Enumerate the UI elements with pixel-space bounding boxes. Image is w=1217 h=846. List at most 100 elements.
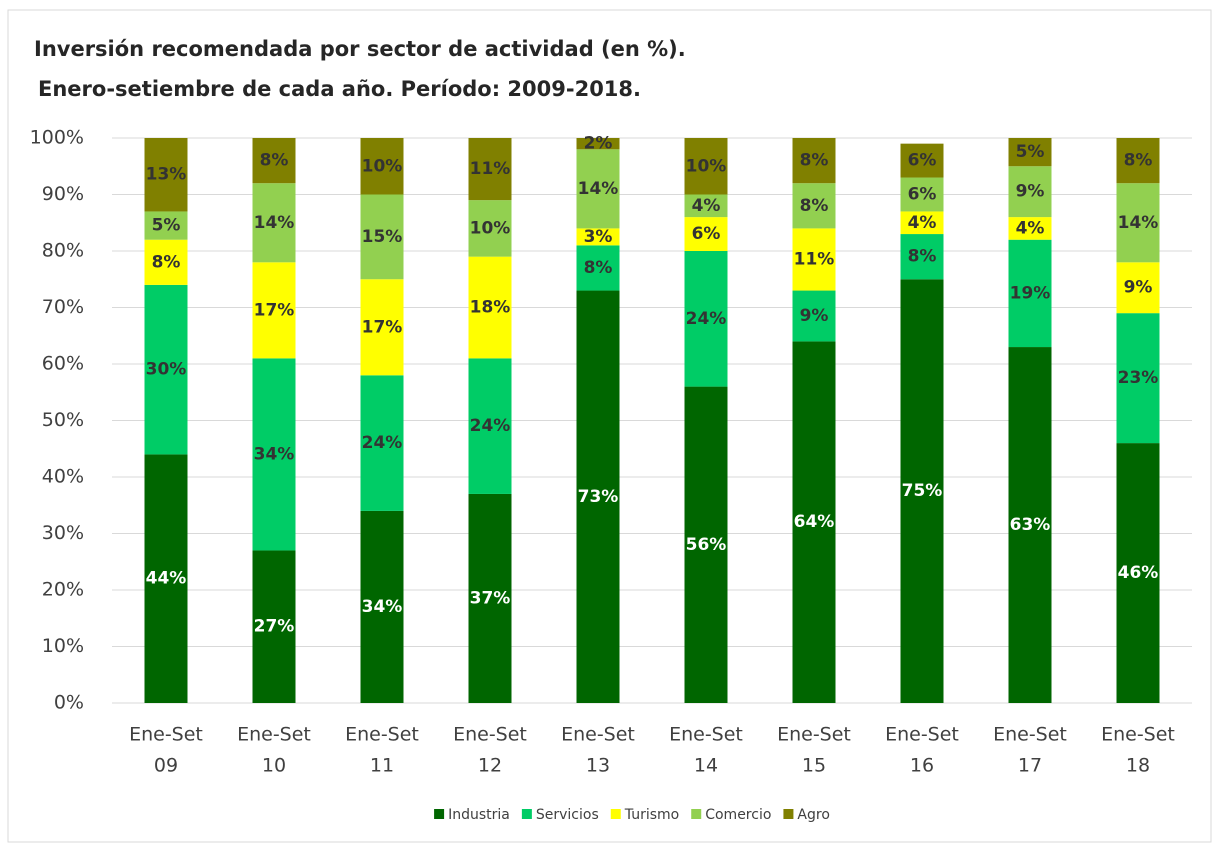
bar-segment <box>684 251 728 387</box>
data-label: 8% <box>152 252 181 272</box>
data-label: 9% <box>1124 278 1153 298</box>
data-label: 2% <box>584 134 613 154</box>
x-tick-label: 15 <box>802 755 826 777</box>
x-tick-label: 12 <box>478 755 502 777</box>
data-label: 27% <box>254 617 295 637</box>
data-label: 10% <box>686 156 727 176</box>
data-label: 24% <box>686 309 727 329</box>
data-label: 4% <box>908 213 937 233</box>
data-label: 5% <box>1016 142 1045 162</box>
y-tick-label: 100% <box>30 127 84 149</box>
data-label: 8% <box>908 247 937 267</box>
data-label: 13% <box>146 165 187 185</box>
x-tick-label: Ene-Set <box>345 724 419 746</box>
data-label: 14% <box>578 179 619 199</box>
bar-segment <box>792 183 836 229</box>
bar-segment <box>144 239 188 285</box>
x-tick-label: Ene-Set <box>885 724 959 746</box>
x-tick-label: Ene-Set <box>669 724 743 746</box>
bar-segment <box>900 234 944 280</box>
bar-segment <box>576 290 620 703</box>
x-tick-label: 16 <box>910 755 934 777</box>
data-label: 11% <box>470 159 511 179</box>
bar-segment <box>252 183 296 263</box>
y-tick-label: 90% <box>42 183 84 205</box>
data-label: 24% <box>362 433 403 453</box>
data-label: 10% <box>362 156 403 176</box>
bar-segment <box>1008 347 1052 703</box>
bar-segment <box>360 375 404 511</box>
legend-label: Agro <box>797 807 829 823</box>
data-label: 15% <box>362 227 403 247</box>
bar-segment <box>1116 443 1160 703</box>
bar-segment <box>252 358 296 551</box>
y-tick-label: 30% <box>42 522 84 544</box>
data-label: 14% <box>254 213 295 233</box>
bar-segment <box>792 228 836 291</box>
bar-segment <box>684 217 728 251</box>
bar-segment <box>468 493 512 703</box>
data-label: 3% <box>584 227 613 247</box>
data-label: 8% <box>260 151 289 171</box>
bar-segment <box>1008 166 1052 218</box>
data-label: 56% <box>686 535 727 555</box>
bar-segment <box>900 279 944 703</box>
x-tick-label: 10 <box>262 755 286 777</box>
bar-segment <box>144 454 188 703</box>
y-tick-label: 70% <box>42 296 84 318</box>
bar-segment <box>144 284 188 455</box>
legend-swatch <box>434 809 445 819</box>
legend-label: Comercio <box>705 807 771 823</box>
bar-segment <box>468 256 512 359</box>
bar-segment <box>1116 183 1160 263</box>
data-label: 37% <box>470 588 511 608</box>
bar-segment <box>684 194 728 218</box>
bar-segment <box>792 341 836 703</box>
chart-subtitle: Enero-setiembre de cada año. Período: 20… <box>38 77 641 101</box>
data-label: 64% <box>794 512 835 532</box>
bar-segment <box>900 143 944 178</box>
legend-swatch <box>691 809 702 819</box>
x-tick-label: 13 <box>586 755 610 777</box>
data-label: 46% <box>1118 563 1159 583</box>
bar-segment <box>252 138 296 184</box>
x-tick-label: 17 <box>1018 755 1042 777</box>
bar-segment <box>684 138 728 195</box>
bar-segment <box>1116 138 1160 184</box>
data-label: 9% <box>800 306 829 326</box>
y-tick-label: 40% <box>42 466 84 488</box>
data-label: 6% <box>908 185 937 205</box>
data-label: 34% <box>254 444 295 464</box>
data-label: 75% <box>902 481 943 501</box>
data-label: 17% <box>254 300 295 320</box>
legend-swatch <box>521 809 532 819</box>
data-label: 8% <box>584 258 613 278</box>
bar-segment <box>1008 239 1052 348</box>
legend-label: Servicios <box>536 807 599 823</box>
x-tick-label: Ene-Set <box>453 724 527 746</box>
bar-segment <box>144 211 188 240</box>
data-label: 6% <box>692 224 721 244</box>
bar-segment <box>360 194 404 280</box>
bar-segment <box>900 211 944 235</box>
data-label: 24% <box>470 416 511 436</box>
bar-segment <box>684 386 728 703</box>
bar-segment <box>900 177 944 212</box>
bar-segment <box>1008 138 1052 167</box>
bar-segment <box>360 510 404 703</box>
bar-segment <box>792 138 836 184</box>
data-label: 44% <box>146 569 187 589</box>
x-tick-label: Ene-Set <box>993 724 1067 746</box>
y-tick-label: 20% <box>42 579 84 601</box>
data-label: 10% <box>470 218 511 238</box>
bar-segment <box>144 138 188 212</box>
data-label: 34% <box>362 597 403 617</box>
x-tick-label: Ene-Set <box>777 724 851 746</box>
data-label: 23% <box>1118 368 1159 388</box>
data-label: 19% <box>1010 283 1051 303</box>
x-tick-label: 18 <box>1126 755 1150 777</box>
data-label: 30% <box>146 360 187 380</box>
bar-segment <box>252 262 296 359</box>
data-label: 8% <box>800 196 829 216</box>
